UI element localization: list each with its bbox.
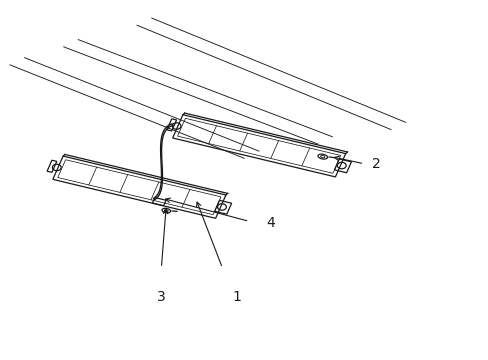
Text: 3: 3 (157, 290, 165, 304)
Text: 2: 2 (371, 157, 380, 171)
Text: 4: 4 (266, 216, 275, 230)
Text: 1: 1 (232, 290, 241, 304)
